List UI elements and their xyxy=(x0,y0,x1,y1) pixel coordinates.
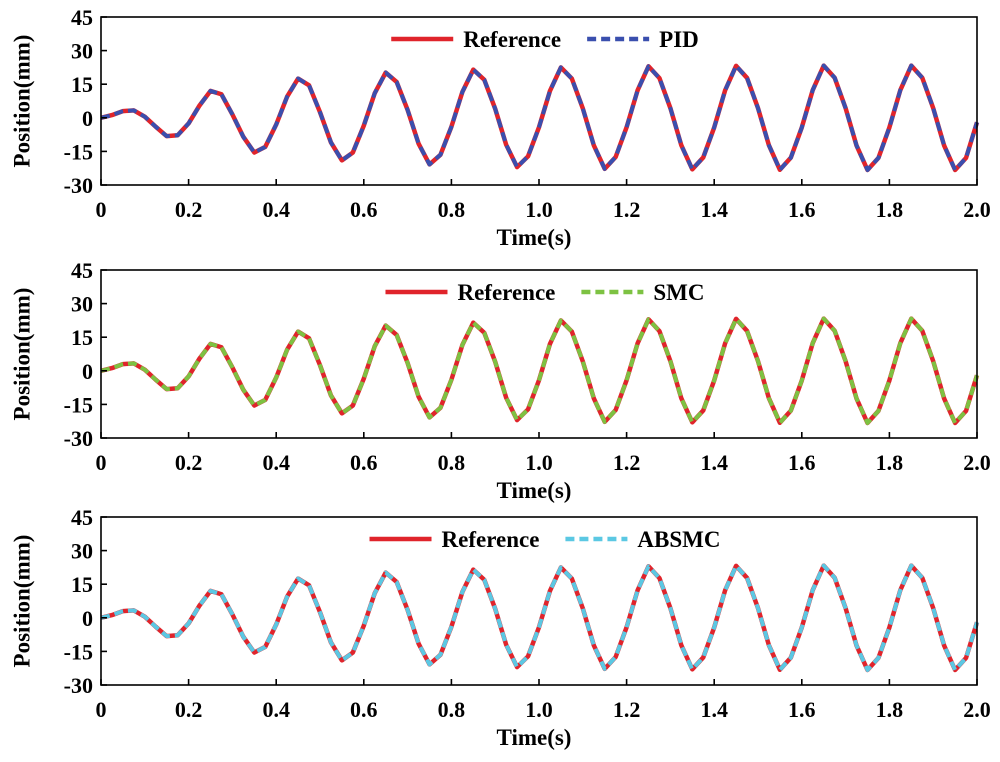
legend-label-absmc: ABSMC xyxy=(637,527,720,552)
x-tick-label: 0.2 xyxy=(175,450,203,475)
y-tick-label: 0 xyxy=(82,106,93,131)
legend: Reference PID xyxy=(391,27,699,52)
x-tick-label: 0.2 xyxy=(175,197,203,222)
legend: Reference SMC xyxy=(385,280,705,305)
y-tick-label: 30 xyxy=(71,39,93,64)
series-line-reference xyxy=(100,63,980,173)
x-tick-label: 0.4 xyxy=(262,197,290,222)
legend-item-smc: SMC xyxy=(581,280,705,305)
legend-label-smc: SMC xyxy=(653,280,704,305)
x-tick-label: 2.0 xyxy=(963,197,991,222)
y-tick-label: 30 xyxy=(71,292,93,317)
y-tick-label: 0 xyxy=(82,359,93,384)
x-tick-label: 1.4 xyxy=(700,197,728,222)
x-tick-label: 1.6 xyxy=(788,197,816,222)
legend-label-reference: Reference xyxy=(457,280,555,305)
legend-item-pid: PID xyxy=(587,27,699,52)
y-axis-title: Position(mm) xyxy=(10,535,35,668)
x-tick-label: 1.2 xyxy=(613,697,641,722)
x-tick-label: 0 xyxy=(96,697,107,722)
x-tick-label: 1.8 xyxy=(876,697,904,722)
x-tick-label: 0.6 xyxy=(350,197,378,222)
x-tick-label: 0.6 xyxy=(350,450,378,475)
legend-item-absmc: ABSMC xyxy=(565,527,720,552)
y-tick-label: -30 xyxy=(64,426,93,451)
y-tick-label: -15 xyxy=(64,639,93,664)
x-tick-label: 0 xyxy=(96,450,107,475)
y-tick-label: -30 xyxy=(64,673,93,698)
x-tick-label: 1.6 xyxy=(788,697,816,722)
y-tick-label: -15 xyxy=(64,392,93,417)
y-tick-label: 15 xyxy=(71,572,93,597)
x-tick-label: 2.0 xyxy=(963,450,991,475)
x-tick-label: 1.8 xyxy=(876,450,904,475)
y-tick-label: 15 xyxy=(71,72,93,97)
x-tick-label: 0.4 xyxy=(262,697,290,722)
legend-item-reference: Reference xyxy=(369,527,540,552)
y-tick-label: 45 xyxy=(71,258,93,283)
y-tick-label: 45 xyxy=(71,5,93,30)
x-tick-label: 2.0 xyxy=(963,697,991,722)
x-tick-label: 1.0 xyxy=(525,697,553,722)
y-axis-title: Position(mm) xyxy=(10,288,35,421)
x-tick-label: 0 xyxy=(96,197,107,222)
series-line-smc xyxy=(100,316,979,425)
series-line-absmc xyxy=(100,563,979,672)
x-axis-title: Time(s) xyxy=(497,478,572,503)
x-tick-label: 1.0 xyxy=(525,197,553,222)
x-tick-label: 0.8 xyxy=(438,197,466,222)
x-tick-label: 0.8 xyxy=(438,450,466,475)
x-tick-label: 0.2 xyxy=(175,697,203,722)
y-tick-label: 0 xyxy=(82,606,93,631)
x-tick-label: 1.0 xyxy=(525,450,553,475)
legend-label-pid: PID xyxy=(659,27,699,52)
legend-item-reference: Reference xyxy=(391,27,561,52)
x-tick-label: 0.4 xyxy=(262,450,290,475)
x-axis-title: Time(s) xyxy=(497,725,572,750)
x-tick-label: 1.2 xyxy=(613,450,641,475)
x-axis-title: Time(s) xyxy=(497,225,572,250)
legend-label-reference: Reference xyxy=(442,527,540,552)
series-line-reference xyxy=(100,316,980,426)
y-tick-label: 15 xyxy=(71,325,93,350)
x-tick-label: 1.2 xyxy=(613,197,641,222)
x-tick-label: 0.8 xyxy=(438,697,466,722)
y-tick-label: 30 xyxy=(71,539,93,564)
x-tick-label: 1.4 xyxy=(700,697,728,722)
legend: Reference ABSMC xyxy=(369,527,720,552)
y-tick-label: -30 xyxy=(64,173,93,198)
x-tick-label: 1.8 xyxy=(876,197,904,222)
legend-item-reference: Reference xyxy=(385,280,555,305)
x-tick-label: 1.4 xyxy=(700,450,728,475)
legend-label-reference: Reference xyxy=(463,27,561,52)
y-tick-label: -15 xyxy=(64,139,93,164)
series-line-reference xyxy=(100,563,980,673)
series-line-pid xyxy=(100,63,979,172)
y-tick-label: 45 xyxy=(71,505,93,530)
y-axis-title: Position(mm) xyxy=(10,35,35,168)
x-tick-label: 1.6 xyxy=(788,450,816,475)
x-tick-label: 0.6 xyxy=(350,697,378,722)
